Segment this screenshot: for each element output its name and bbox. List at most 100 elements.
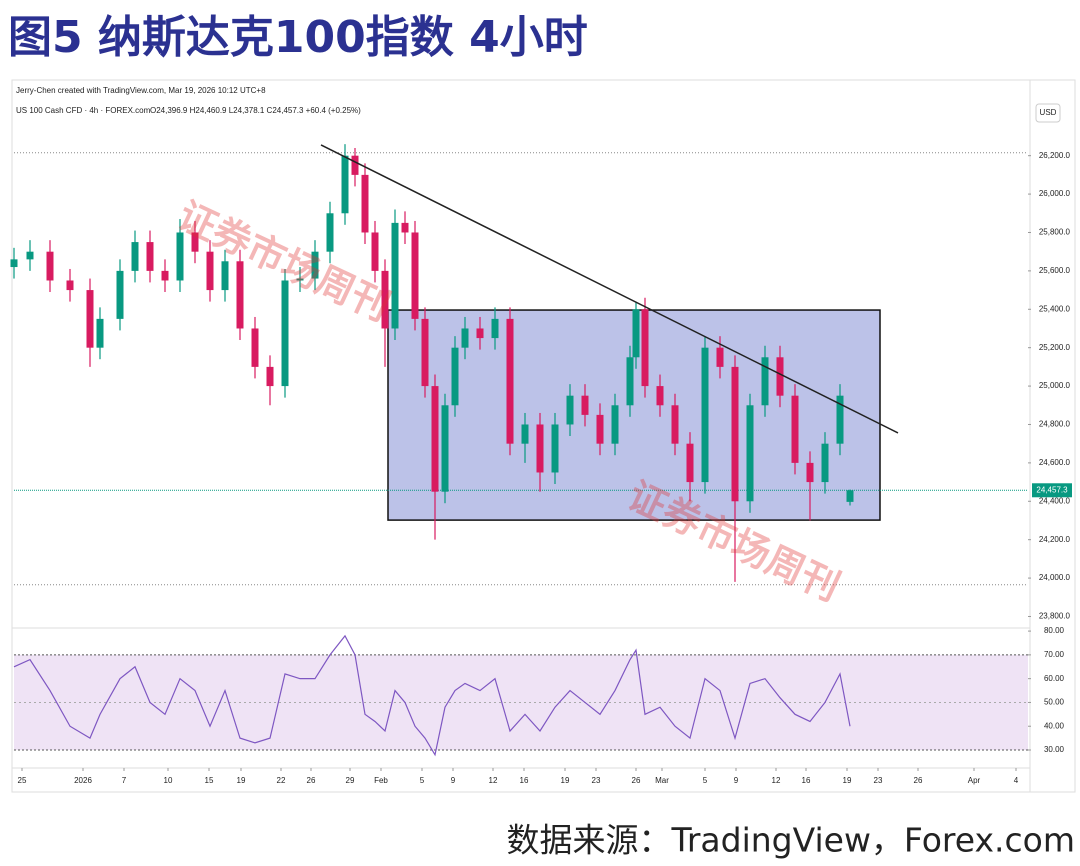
x-tick-label: 9 <box>734 776 739 785</box>
x-tick-label: Feb <box>374 776 388 785</box>
trendline <box>320 144 899 434</box>
x-tick-label: 19 <box>843 776 852 785</box>
candle-body <box>296 278 304 281</box>
y-tick-label: 24,600.0 <box>1039 458 1071 467</box>
y-tick-label: 26,200.0 <box>1039 151 1071 160</box>
y-tick-label: 40.00 <box>1044 721 1065 730</box>
candle-body <box>491 318 499 339</box>
candle-body <box>351 155 359 175</box>
candle-body <box>506 318 514 444</box>
candle-body <box>821 443 829 483</box>
ohlc-label: O24,396.9 H24,460.9 L24,378.1 C24,457.3 … <box>150 106 361 115</box>
candle-body <box>476 328 484 339</box>
candle-body <box>176 232 184 281</box>
candle-body <box>26 251 34 260</box>
y-tick-label: 25,800.0 <box>1039 228 1071 237</box>
x-tick-label: 12 <box>489 776 498 785</box>
currency: USD <box>1040 108 1057 117</box>
candle-body <box>266 366 274 387</box>
x-tick-label: Apr <box>968 776 981 785</box>
candle-body <box>581 395 589 415</box>
candle-body <box>656 386 664 406</box>
candle-body <box>536 424 544 473</box>
y-tick-label: 80.00 <box>1044 626 1065 635</box>
rsi-line <box>13 634 851 757</box>
last-price-label: 24,457.3 <box>1036 485 1068 494</box>
candle-body <box>251 328 259 367</box>
last-price-tag <box>1032 483 1072 498</box>
y-tick-label: 24,400.0 <box>1039 496 1071 505</box>
candle-body <box>611 405 619 444</box>
candle-body <box>761 357 769 406</box>
candle-body <box>686 443 694 483</box>
candle-body <box>281 280 289 387</box>
x-tick-label: 10 <box>164 776 173 785</box>
candle-body <box>626 357 634 406</box>
candle-body <box>191 232 199 252</box>
candle-body <box>791 395 799 463</box>
candle-body <box>701 347 709 483</box>
candle-body <box>641 309 649 387</box>
x-tick-label: 9 <box>451 776 456 785</box>
candle-body <box>311 251 319 279</box>
credit: Jerry-Chen created with TradingView.com,… <box>16 86 266 95</box>
x-tick-label: 16 <box>520 776 529 785</box>
x-tick-label: 23 <box>874 776 883 785</box>
x-tick-label: 4 <box>1014 776 1019 785</box>
candle-body <box>566 395 574 425</box>
y-tick-label: 25,000.0 <box>1039 381 1071 390</box>
candle-body <box>776 357 784 396</box>
candle-body <box>371 232 379 271</box>
x-tick-label: 15 <box>205 776 214 785</box>
candle-body <box>341 155 349 214</box>
y-tick-label: 60.00 <box>1044 674 1065 683</box>
candle-body <box>551 424 559 473</box>
y-tick-label: 24,200.0 <box>1039 535 1071 544</box>
candle-body <box>326 213 334 252</box>
candle-body <box>806 462 814 483</box>
candle-body <box>461 328 469 348</box>
candle-body <box>66 280 74 291</box>
candle-body <box>116 270 124 319</box>
y-tick-label: 70.00 <box>1044 650 1065 659</box>
y-tick-label: 25,200.0 <box>1039 343 1071 352</box>
y-tick-label: 23,800.0 <box>1039 612 1071 621</box>
y-tick-label: 26,000.0 <box>1039 189 1071 198</box>
candle-body <box>131 242 139 271</box>
x-tick-label: 26 <box>307 776 316 785</box>
x-tick-label: 5 <box>420 776 425 785</box>
y-tick-label: 24,800.0 <box>1039 420 1071 429</box>
candle-body <box>431 386 439 492</box>
candle-body <box>521 424 529 444</box>
candle-body <box>86 290 94 348</box>
candle-body <box>391 222 399 329</box>
candle-body <box>236 261 244 329</box>
candle-body <box>451 347 459 406</box>
x-tick-label: 19 <box>237 776 246 785</box>
rsi-pane: 30.00 40.00 50.00 60.00 70.00 80.00 25 2026 7 10 1… <box>13 626 1065 785</box>
candle-body <box>716 347 724 367</box>
x-tick-label: 26 <box>914 776 923 785</box>
x-tick-label: 29 <box>346 776 355 785</box>
candle-body <box>671 405 679 444</box>
candle-body <box>161 270 169 281</box>
x-tick-label: 26 <box>632 776 641 785</box>
candle-body <box>632 309 640 358</box>
candle-body <box>836 395 844 444</box>
y-tick-label: 50.00 <box>1044 698 1065 707</box>
candle-body <box>146 242 154 271</box>
candle-body <box>46 251 54 281</box>
symbol: US 100 Cash CFD · 4h · FOREX.com <box>16 106 151 115</box>
x-tick-label: 16 <box>802 776 811 785</box>
currency-box <box>1035 103 1061 123</box>
x-tick-label: 2026 <box>74 776 92 785</box>
candle-body <box>746 405 754 502</box>
x-tick-label: 23 <box>592 776 601 785</box>
candle-body <box>10 259 18 268</box>
y-tick-label: 25,400.0 <box>1039 304 1071 313</box>
candle-body <box>846 490 854 502</box>
candle-body <box>596 414 604 444</box>
candle-body <box>221 261 229 291</box>
x-tick-label: 25 <box>18 776 27 785</box>
